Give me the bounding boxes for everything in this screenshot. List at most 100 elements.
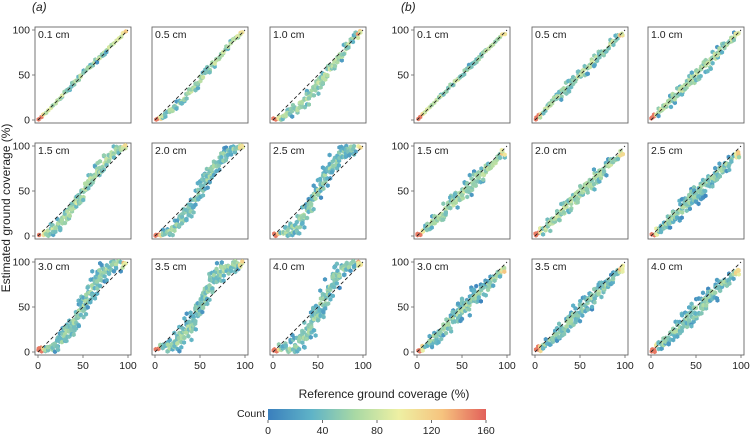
hexbin-cell-88: [595, 58, 600, 64]
hexbin-cell-30: [672, 97, 677, 102]
hexbin-cell-73: [71, 332, 76, 338]
hexbin-cell-93: [333, 63, 338, 69]
hexbin-cell-33: [55, 344, 60, 350]
subplot-title: 2.5 cm: [273, 145, 305, 157]
hexbin-cell-56: [64, 338, 69, 344]
hexbin-cell-19: [174, 106, 179, 112]
hexbin-cell-41: [179, 220, 185, 226]
hexbin-cell-20: [430, 344, 435, 350]
hexbin-cell-110: [703, 188, 708, 194]
hexbin-cell-140: [714, 296, 719, 301]
hexbin-cell-46: [479, 53, 484, 59]
hexbin-cell-74: [575, 198, 580, 204]
hexbin-cell-67: [318, 85, 323, 90]
subplot-a-9: 4.0 cm 0 50 100: [269, 258, 372, 372]
hexbin-cell-82: [691, 184, 696, 190]
hexbin-cell-153: [502, 152, 507, 158]
hexbin-cell-114: [704, 303, 709, 308]
hexbin-cell-120: [472, 287, 477, 293]
x-tick-label: 50: [77, 360, 89, 372]
hexbin-cell-188: [346, 264, 351, 270]
hexbin-cell-34: [294, 219, 299, 225]
hexbin-cell-122: [481, 177, 486, 183]
hexbin-cell-215: [240, 259, 245, 264]
hexbin-cell-92: [313, 333, 318, 338]
hexbin-cell-112: [703, 193, 708, 199]
hexbin-cell-73: [320, 80, 325, 86]
hexbin-cell-119: [597, 179, 602, 184]
hexbin-cell-29: [295, 108, 300, 113]
hexbin-cell-151: [98, 283, 103, 289]
one-to-one-line: [416, 261, 508, 353]
hexbin-cell-38: [469, 64, 474, 70]
hexbin-cell-105: [700, 290, 706, 296]
hexbin-cell-66: [568, 317, 573, 323]
hexbin-cell-40: [566, 87, 571, 93]
subplot-a-5: 2.0 cm: [151, 142, 249, 240]
colorbar-tick-label: 120: [423, 425, 441, 436]
hexbin-cell-168: [104, 277, 109, 283]
y-tick-label: 100: [391, 141, 409, 153]
hexbin-cell-61: [566, 328, 571, 334]
one-to-one-line: [534, 145, 626, 237]
hexbin-cell-148: [720, 284, 725, 290]
hexbin-cell-86: [705, 68, 710, 74]
hexbin-cell-90: [578, 298, 583, 304]
hexbin-cell-130: [476, 295, 481, 300]
hexbin-cell-56: [182, 335, 187, 341]
hexbin-cell-148: [95, 286, 100, 291]
hexbin-cell-161: [727, 167, 732, 173]
hexbin-cell-142: [717, 161, 722, 167]
subplot-title: 0.5 cm: [155, 29, 187, 41]
hexbin-cell-24: [666, 341, 671, 347]
colorbar: Count 0 40 80 120 160: [237, 408, 495, 436]
hexbin-cell-40: [177, 348, 182, 354]
subplot-title: 1.0 cm: [273, 29, 305, 41]
hexbin-cell-92: [318, 195, 324, 201]
hexbin-cell-12: [165, 342, 170, 347]
x-tick-label: 100: [732, 360, 750, 372]
hexbin-cell-149: [485, 287, 491, 293]
hexbin-cell-120: [85, 285, 90, 291]
y-tick-label: 100: [391, 25, 409, 37]
hexbin-cell-33: [671, 337, 676, 343]
hexbin-cells: [154, 29, 245, 122]
subplot-a-6: 2.5 cm: [269, 142, 367, 240]
hexbin-cell-136: [596, 291, 601, 297]
hexbin-cell-148: [332, 264, 337, 270]
hexbin-cell-165: [214, 260, 219, 266]
subplot-title: 0.1 cm: [417, 29, 449, 41]
hexbin-cell-176: [342, 272, 347, 277]
hexbin-cell-107: [592, 181, 597, 187]
hexbin-cell-86: [578, 318, 583, 324]
one-to-one-line: [650, 145, 742, 237]
x-tick-label: 100: [236, 360, 254, 372]
subplot-b-1: 0.1 cm 50 100: [391, 25, 511, 124]
hexbin-cell-14: [283, 343, 288, 348]
hexbin-cell-68: [571, 303, 576, 308]
hexbin-cell-120: [350, 39, 356, 45]
hexbin-cell-40: [300, 340, 305, 345]
hexbin-cell-53: [679, 328, 684, 334]
hexbin-cell-108: [611, 42, 616, 48]
x-tick-label: 100: [119, 360, 137, 372]
hexbin-cell-53: [111, 41, 116, 46]
one-to-one-line: [650, 261, 742, 353]
subplot-title: 1.5 cm: [38, 145, 70, 157]
hexbin-cell-3: [651, 347, 657, 353]
panel-group-a: 0.1 cm 0 50 100 0.5 cm 1.0 cm 1.5 cm 0 50 100 2.0 …: [12, 25, 371, 373]
hexbin-cell-90: [708, 66, 713, 72]
hexbin-cell-37: [299, 100, 304, 106]
hexbin-cell-51: [679, 215, 684, 221]
hexbin-cell-173: [736, 267, 741, 273]
y-tick-label: 50: [18, 186, 30, 198]
hexbin-cell-13: [285, 227, 290, 233]
hexbin-cell-90: [693, 305, 699, 311]
hexbin-cell-154: [228, 149, 233, 154]
x-tick-label: 50: [456, 360, 468, 372]
hexbin-cells: [37, 143, 128, 239]
hexbin-cell-66: [212, 64, 217, 70]
hexbin-cell-171: [358, 145, 363, 150]
hexbin-cell-140: [714, 177, 719, 182]
hexbin-cell-98: [321, 186, 326, 192]
